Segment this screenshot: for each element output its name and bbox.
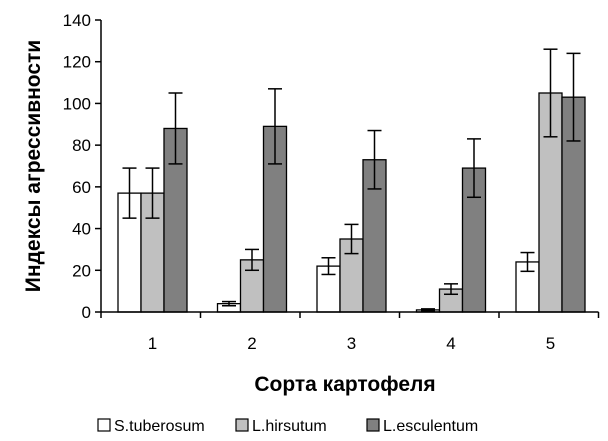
legend-swatch [235, 418, 249, 432]
x-tick-label: 4 [446, 334, 455, 353]
y-tick-label: 40 [72, 220, 91, 239]
y-tick-label: 80 [72, 136, 91, 155]
legend-swatch [97, 418, 111, 432]
x-tick-label: 5 [546, 334, 555, 353]
x-axis-label: Сорта картофеля [254, 373, 435, 396]
y-axis-label: Индексы агрессивности [22, 40, 45, 292]
legend-swatch [366, 418, 380, 432]
y-tick-label: 20 [72, 261, 91, 280]
y-tick-label: 0 [82, 303, 91, 322]
y-tick-label: 140 [63, 11, 91, 30]
y-tick-label: 100 [63, 94, 91, 113]
legend: S.tuberosum L.hirsutum L.esculentum [97, 418, 478, 435]
y-tick-label: 60 [72, 178, 91, 197]
plot-area: 0 20 40 60 80 100 120 140 1 2 3 4 5 [63, 11, 600, 353]
x-tick-label: 1 [148, 334, 157, 353]
y-tick-label: 120 [63, 53, 91, 72]
legend-label: S.tuberosum [114, 418, 205, 435]
legend-label: L.hirsutum [252, 418, 327, 435]
legend-label: L.esculentum [383, 418, 478, 435]
x-tick-label: 3 [347, 334, 356, 353]
x-tick-label: 2 [247, 334, 256, 353]
